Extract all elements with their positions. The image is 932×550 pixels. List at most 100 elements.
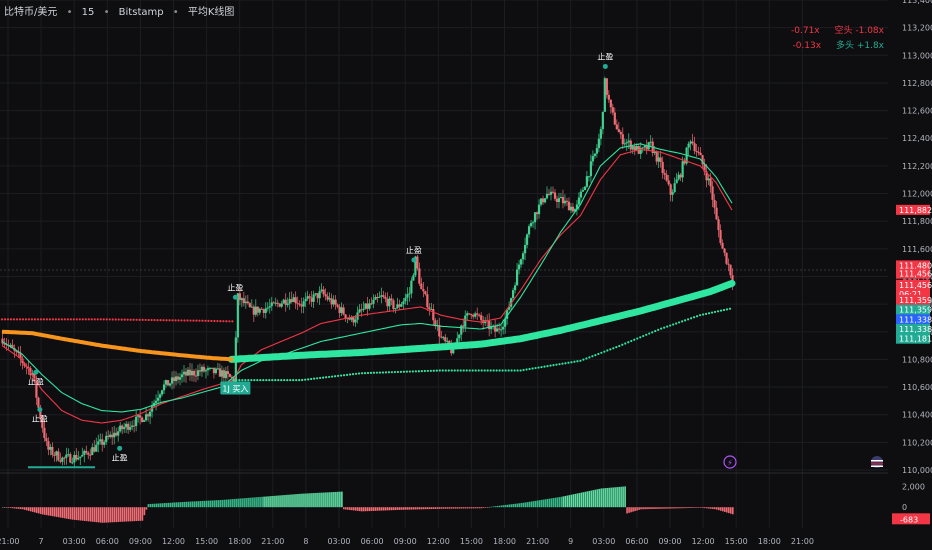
price-tick-label: 112,000 — [902, 190, 932, 199]
dots_green-dot — [507, 369, 510, 372]
candle-body — [587, 176, 590, 178]
dots_green-dot — [390, 371, 394, 374]
candle-body — [392, 300, 395, 309]
candle-body — [364, 303, 367, 309]
oscillator-bar — [602, 488, 604, 508]
candle-body — [559, 197, 563, 199]
dots_green-dot — [354, 372, 358, 375]
dots_red-dot — [45, 318, 48, 321]
candle-body — [282, 299, 285, 304]
candle-body — [340, 307, 343, 313]
time-tick-label: 09:00 — [394, 537, 417, 546]
candle-body — [342, 307, 345, 315]
dots_green-dot — [567, 361, 570, 364]
oscillator-bar — [422, 507, 425, 510]
time-axis[interactable]: 21:00 7 03:00 06:00 09:00 12:00 15:00 18:00 21:0… — [0, 537, 814, 546]
dots_red-dot — [9, 318, 13, 321]
dots_green-dot — [366, 371, 370, 375]
exchange: Bitstamp — [118, 7, 164, 18]
oscillator-bar — [191, 501, 194, 508]
candle-body — [49, 446, 52, 450]
price-tag — [896, 268, 930, 279]
interval[interactable]: 15 — [81, 7, 95, 18]
oscillator-bar — [542, 499, 545, 508]
dots_green-dot — [698, 314, 702, 317]
price-tick-label: 113,200 — [902, 24, 932, 33]
oscillator-bar — [19, 507, 22, 510]
candle-body — [715, 207, 718, 220]
candle-body — [583, 186, 587, 191]
candle-body — [561, 197, 565, 204]
oscillator-bar — [576, 493, 579, 508]
oscillator-bar — [570, 494, 573, 508]
oscillator-bar — [163, 503, 166, 508]
candle-body — [288, 299, 291, 304]
candle-body — [669, 184, 672, 195]
candle-body — [190, 370, 194, 376]
dots_green-dot — [719, 309, 723, 312]
oscillator-bar — [400, 507, 403, 510]
candle-body — [699, 152, 702, 156]
dots_red-dot — [195, 319, 198, 322]
dots_green-dot — [627, 341, 630, 344]
price-tag — [896, 279, 930, 299]
oscillator-bar — [614, 487, 616, 508]
dots_red-dot — [24, 318, 28, 321]
oscillator-bar — [680, 507, 682, 509]
dots_green-dot — [304, 378, 307, 381]
candle-body — [567, 201, 571, 211]
dots_green-dot — [265, 379, 268, 382]
oscillator-bar — [279, 495, 281, 508]
oscillator-bar — [287, 494, 289, 508]
candle-body — [278, 303, 281, 307]
candle-body — [697, 151, 700, 153]
oscillator-bar — [125, 507, 128, 522]
candle-body — [502, 326, 505, 330]
dots_red-dot — [177, 319, 180, 322]
candle-body — [93, 447, 96, 452]
candle-body — [709, 178, 712, 187]
oscillator-bar — [43, 507, 46, 515]
oscillator-bar — [37, 507, 40, 514]
oscillator-bar — [173, 502, 176, 508]
oscillator-bar — [484, 507, 487, 508]
oscillator-bar — [217, 500, 220, 508]
symbol-name[interactable]: 比特币/美元 — [4, 7, 58, 18]
oscillator-bar — [606, 487, 608, 508]
oscillator-bar — [97, 507, 100, 523]
flash-icon[interactable]: ⚡ — [723, 455, 737, 469]
candle-body — [37, 397, 40, 408]
dots_green-dot — [615, 346, 618, 349]
candle-body — [334, 299, 337, 305]
candle-body — [326, 296, 329, 300]
oscillator-bar — [211, 500, 214, 508]
dots_green-dot — [576, 360, 579, 363]
candle-body — [27, 367, 30, 369]
us-flag-icon[interactable] — [871, 456, 883, 468]
candle-body — [33, 373, 36, 381]
candle-body — [537, 204, 541, 215]
candle-body — [693, 143, 696, 151]
dots_red-dot — [57, 318, 60, 321]
dots_green-dot — [648, 332, 651, 335]
dots_green-dot — [232, 379, 235, 382]
candle-body — [216, 368, 220, 370]
dots_green-dot — [663, 326, 666, 329]
candle-body — [474, 313, 477, 317]
dots_green-dot — [438, 369, 441, 372]
oscillator-bar — [714, 507, 716, 510]
dots_red-dot — [60, 318, 63, 321]
take-profit-dot — [33, 369, 39, 375]
candle-body — [302, 301, 305, 307]
time-tick-label: 18:00 — [758, 537, 781, 546]
dots_green-dot — [582, 358, 585, 361]
oscillator-bar — [674, 507, 676, 509]
candle-body — [322, 289, 325, 295]
chart-style[interactable]: 平均K线图 — [187, 7, 235, 18]
short-multiplier: -0.71x — [791, 26, 820, 36]
dots_red-dot — [204, 319, 207, 322]
oscillator-bar — [249, 497, 251, 508]
dots_red-dot — [3, 318, 7, 321]
oscillator-bar — [498, 505, 501, 508]
